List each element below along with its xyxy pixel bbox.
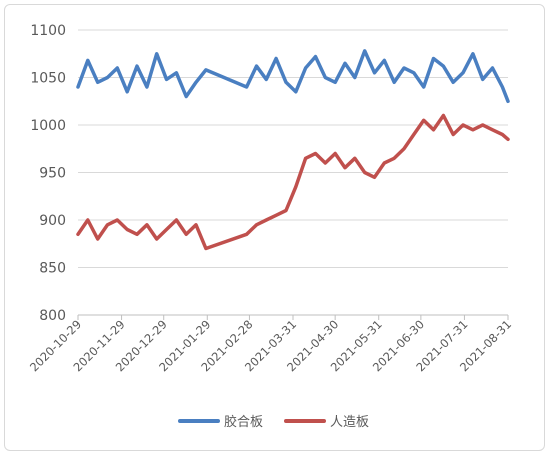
y-tick-label: 900 [39, 213, 66, 229]
y-tick-label: 1050 [30, 71, 66, 87]
y-tick-label: 800 [39, 308, 66, 324]
y-tick-label: 950 [39, 166, 66, 182]
y-axis-ticks: 800 850 900 950 1000 1050 1100 [30, 23, 66, 324]
y-tick-label: 850 [39, 261, 66, 277]
series-line-2 [76, 113, 510, 251]
y-tick-label: 1000 [30, 118, 66, 134]
legend-label-1: 胶合板 [224, 414, 263, 430]
series-line-1 [76, 49, 510, 104]
x-axis-ticks: 2020-10-292020-11-292020-12-292021-01-29… [27, 315, 514, 374]
legend-label-2: 人造板 [330, 415, 369, 430]
y-tick-label: 1100 [30, 23, 66, 39]
series-lines [76, 49, 510, 251]
legend: 胶合板 人造板 [178, 414, 369, 430]
